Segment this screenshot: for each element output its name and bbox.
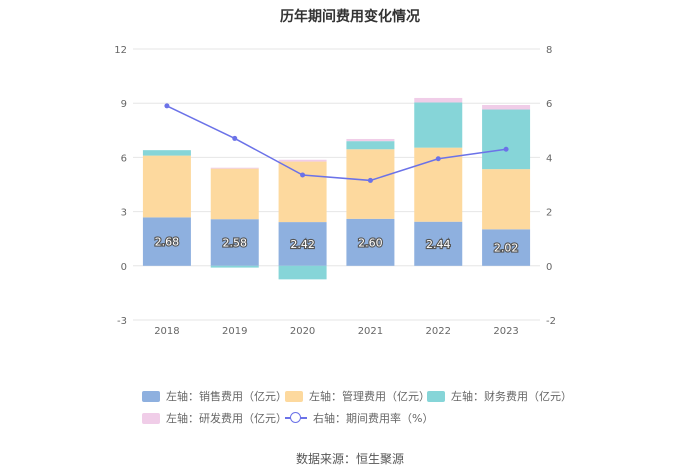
bar-admin-2019[interactable] xyxy=(210,168,259,220)
x-tick-label: 2022 xyxy=(426,326,451,337)
legend-item-sales[interactable]: 左轴：销售费用（亿元） xyxy=(142,388,287,404)
bar-sales-2018[interactable] xyxy=(142,217,191,266)
bar-admin-2021[interactable] xyxy=(346,149,395,219)
bar-data-label: 2.02 xyxy=(494,242,519,255)
legend-label-sales: 左轴：销售费用（亿元） xyxy=(166,390,287,403)
bar-data-label: 2.44 xyxy=(426,238,451,251)
bar-finance-2022[interactable] xyxy=(414,102,463,148)
bar-rnd-2022[interactable] xyxy=(414,97,463,103)
rate-point-2023[interactable] xyxy=(503,146,509,152)
bar-data-label: 2.42 xyxy=(290,238,315,251)
axis-labels: -3 0 3 6 9 12 -2 0 2 4 6 8 2018 2019 2020 2021 2022 2023 xyxy=(114,45,556,337)
legend-item-rate[interactable]: 右轴：期间费用率（%） xyxy=(285,410,433,426)
x-tick-label: 2018 xyxy=(154,326,179,337)
legend-item-rnd[interactable]: 左轴：研发费用（亿元） xyxy=(142,410,287,426)
rate-point-2018[interactable] xyxy=(164,103,170,109)
x-tick-label: 2019 xyxy=(222,326,247,337)
bar-data-labels: 2.68 2.58 2.42 2.60 2.44 2.02 xyxy=(154,234,520,255)
grid-lines xyxy=(133,48,540,321)
rate-point-2022[interactable] xyxy=(435,156,441,162)
x-tick-label: 2021 xyxy=(358,326,383,337)
legend-line-icon xyxy=(285,412,307,424)
bar-sales-2019[interactable] xyxy=(210,219,259,266)
x-tick-label: 2023 xyxy=(493,326,518,337)
bar-sales-2023[interactable] xyxy=(482,229,531,266)
rate-point-2019[interactable] xyxy=(232,135,238,141)
left-tick-label: 3 xyxy=(121,208,127,219)
bar-finance-2021[interactable] xyxy=(346,141,395,150)
right-tick-label: 8 xyxy=(546,45,552,56)
right-tick-label: 4 xyxy=(546,153,552,164)
rate-point-2021[interactable] xyxy=(367,177,373,183)
left-tick-label: 6 xyxy=(121,153,127,164)
bar-finance-2018[interactable] xyxy=(142,150,191,156)
bar-data-label: 2.58 xyxy=(223,236,248,249)
bar-admin-2020[interactable] xyxy=(278,161,327,223)
bar-finance-2019[interactable] xyxy=(210,265,259,268)
right-tick-label: 0 xyxy=(546,262,552,273)
left-tick-label: 9 xyxy=(121,99,127,110)
bar-rnd-2019[interactable] xyxy=(210,167,259,169)
bar-finance-2023[interactable] xyxy=(482,109,531,170)
left-tick-label: 0 xyxy=(121,262,127,273)
legend-label-rnd: 左轴：研发费用（亿元） xyxy=(166,412,287,425)
bar-rnd-2020[interactable] xyxy=(278,159,327,162)
left-tick-label: 12 xyxy=(114,45,127,56)
data-source: 数据来源：恒生聚源 xyxy=(295,452,404,466)
bar-data-label: 2.68 xyxy=(155,236,180,249)
right-tick-label: 2 xyxy=(546,208,552,219)
legend-item-admin[interactable]: 左轴：管理费用（亿元） xyxy=(285,388,430,404)
bar-rnd-2021[interactable] xyxy=(346,138,395,142)
legend-swatch-finance xyxy=(427,390,445,402)
x-tick-label: 2020 xyxy=(290,326,315,337)
right-tick-label: 6 xyxy=(546,99,552,110)
legend-label-finance: 左轴：财务费用（亿元） xyxy=(451,390,572,403)
chart-plot: 2.68 2.58 2.42 2.60 2.44 2.02 -3 0 3 6 9 12 -2 0 2 4 6 8… xyxy=(114,45,556,337)
legend-label-rate: 右轴：期间费用率（%） xyxy=(313,412,434,425)
bar-data-label: 2.60 xyxy=(358,236,383,249)
legend-swatch-admin xyxy=(285,390,303,402)
rate-line-series xyxy=(164,103,509,183)
legend-swatch-rnd xyxy=(142,412,160,424)
legend-swatch-sales xyxy=(142,390,160,402)
bar-series xyxy=(142,97,531,280)
bar-rnd-2023[interactable] xyxy=(482,105,531,110)
bar-finance-2020[interactable] xyxy=(278,265,327,280)
bar-sales-2022[interactable] xyxy=(414,221,463,266)
rate-point-2020[interactable] xyxy=(300,172,306,178)
bar-admin-2023[interactable] xyxy=(482,169,531,230)
bar-sales-2021[interactable] xyxy=(346,218,395,266)
left-tick-label: -3 xyxy=(117,316,127,327)
right-tick-label: -2 xyxy=(546,316,556,327)
rate-line xyxy=(166,105,507,182)
legend-label-admin: 左轴：管理费用（亿元） xyxy=(309,390,430,403)
legend-item-finance[interactable]: 左轴：财务费用（亿元） xyxy=(427,388,572,404)
bar-admin-2018[interactable] xyxy=(142,155,191,218)
chart-title: 历年期间费用变化情况 xyxy=(280,9,420,25)
bar-sales-2020[interactable] xyxy=(278,222,327,266)
